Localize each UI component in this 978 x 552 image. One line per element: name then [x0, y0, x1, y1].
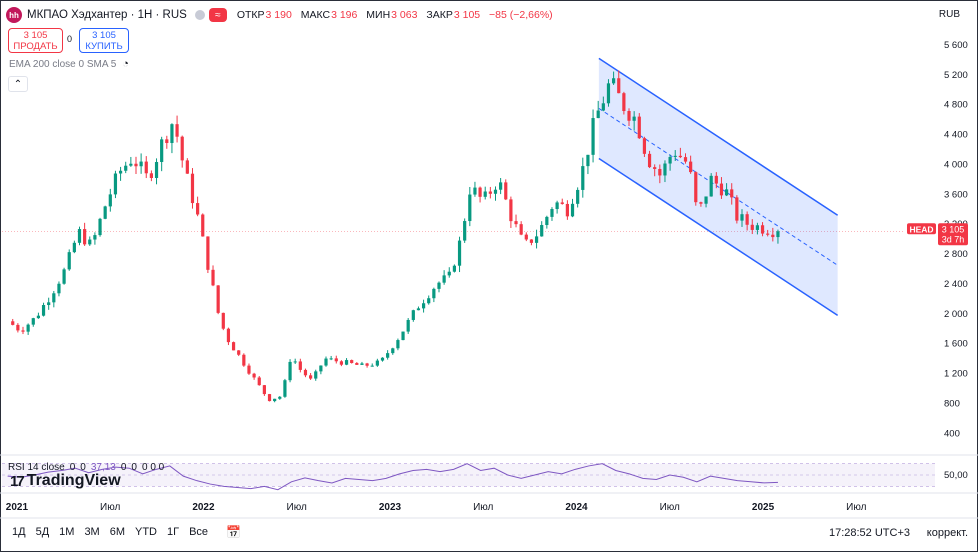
chart-header: hh МКПАО Хэдхантер · 1Н · RUS ≈ ОТКР3 19… — [6, 6, 559, 24]
rsi-label: RSI 14 close — [8, 462, 65, 473]
symbol-title[interactable]: МКПАО Хэдхантер · 1Н · RUS — [27, 9, 187, 21]
tradingview-logo[interactable]: 17 TradingView — [10, 472, 121, 490]
timeframe-3[interactable]: 3М — [84, 526, 100, 538]
spread-value: 0 — [67, 34, 73, 44]
open-value: 3 190 — [265, 9, 292, 21]
buy-price: 3 105 — [92, 29, 116, 41]
ohlc-values: ОТКР3 190 МАКС3 196 МИН3 063 ЗАКР3 105 −… — [237, 9, 559, 21]
rsi-v3: 0 — [131, 462, 137, 473]
close-value: 3 105 — [453, 9, 481, 21]
timeframe-2[interactable]: 1М — [59, 526, 75, 538]
clock[interactable]: 17:28:52 UTC+3 — [828, 527, 910, 539]
sell-label: ПРОДАТЬ — [13, 40, 58, 52]
timeframe-1[interactable]: 5Д — [35, 526, 50, 538]
timeframe-5[interactable]: YTD — [135, 526, 157, 538]
wave-icon[interactable]: ≈ — [208, 8, 227, 22]
buy-label: КУПИТЬ — [85, 40, 123, 52]
open-label: ОТКР — [236, 9, 265, 21]
timeframe-list: 1Д 5Д 1М 3М 6М YTD 1Г Все — [12, 526, 208, 538]
rsi-legend[interactable]: RSI 14 close 0 0 37,13 0 0 0 0 0 — [8, 462, 164, 473]
company-logo: hh — [6, 7, 22, 23]
close-label: ЗАКР — [426, 9, 453, 21]
calendar-icon[interactable]: 📅 — [226, 525, 241, 539]
rsi-zero-1: 0 — [69, 462, 76, 473]
buy-button[interactable]: 3 105 КУПИТЬ — [79, 28, 129, 53]
correction-button[interactable]: коррект. — [926, 527, 968, 539]
timeframe-6[interactable]: 1Г — [167, 526, 180, 538]
market-status-icon — [194, 10, 205, 20]
timeframe-7[interactable]: Все — [189, 526, 209, 538]
sell-button[interactable]: 3 105 ПРОДАТЬ — [8, 28, 63, 53]
currency-label[interactable]: RUB — [938, 9, 960, 20]
sell-price: 3 105 — [23, 29, 48, 41]
brand-name: TradingView — [26, 472, 121, 489]
high-label: МАКС — [300, 9, 331, 21]
timeframe-4[interactable]: 6М — [109, 526, 125, 538]
rsi-v2: 0 — [120, 462, 127, 473]
timeframe-0[interactable]: 1Д — [12, 526, 26, 538]
rsi-value: 37,13 — [90, 462, 116, 473]
low-label: МИН — [366, 9, 391, 21]
low-value: 3 063 — [391, 9, 418, 21]
bottom-toolbar: 1Д 5Д 1М 3М 6М YTD 1Г Все 📅 — [0, 520, 976, 544]
rsi-zero-2: 0 — [80, 462, 86, 473]
indicator-label: EMA 200 close 0 SMA 5 — [9, 58, 117, 70]
collapse-chevron-icon[interactable]: ⌃ — [8, 76, 28, 92]
change-value: −85 (−2,66%) — [489, 9, 553, 21]
eye-hidden-icon[interactable]: ◔ — [122, 58, 129, 70]
indicator-legend[interactable]: EMA 200 close 0 SMA 5 ◔ — [9, 58, 129, 70]
tv-mark-icon: 17 — [10, 472, 25, 490]
rsi-extra: 0 0 0 — [141, 462, 165, 473]
high-value: 3 196 — [331, 9, 358, 21]
